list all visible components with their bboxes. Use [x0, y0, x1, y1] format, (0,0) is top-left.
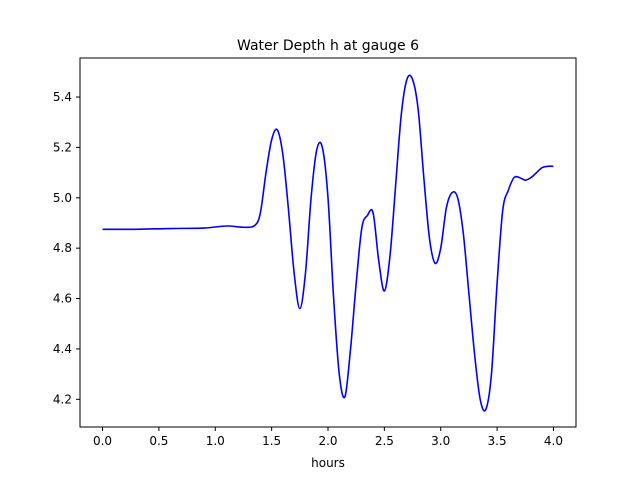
y-tick-label: 5.4 [53, 90, 72, 104]
y-tick-label: 4.6 [53, 292, 72, 306]
y-tick-label: 4.4 [53, 342, 72, 356]
y-tick-label: 4.8 [53, 241, 72, 255]
series-layer [102, 74, 554, 412]
y-tick-label: 4.2 [53, 392, 72, 406]
x-tick-label: 3.0 [431, 434, 450, 448]
x-tick-label: 0.5 [149, 434, 168, 448]
y-tick-label: 5.0 [53, 191, 72, 205]
x-tick-label: 3.5 [488, 434, 507, 448]
x-tick-label: 1.5 [262, 434, 281, 448]
x-tick-label: 0.0 [93, 434, 112, 448]
x-tick-label: 2.0 [318, 434, 337, 448]
x-tick-label: 4.0 [544, 434, 563, 448]
series-line [102, 74, 554, 412]
y-axis-ticks: 4.2 4.4 4.6 4.8 5.0 5.2 5.4 [53, 90, 80, 406]
x-tick-label: 1.0 [206, 434, 225, 448]
x-axis-label: hours [311, 456, 345, 470]
y-tick-label: 5.2 [53, 140, 72, 154]
x-tick-label: 2.5 [375, 434, 394, 448]
x-axis-ticks: 0.0 0.5 1.0 1.5 2.0 2.5 3.0 3.5 4.0 [93, 427, 563, 448]
chart-title: Water Depth h at gauge 6 [237, 38, 419, 54]
plot-frame [79, 57, 577, 428]
